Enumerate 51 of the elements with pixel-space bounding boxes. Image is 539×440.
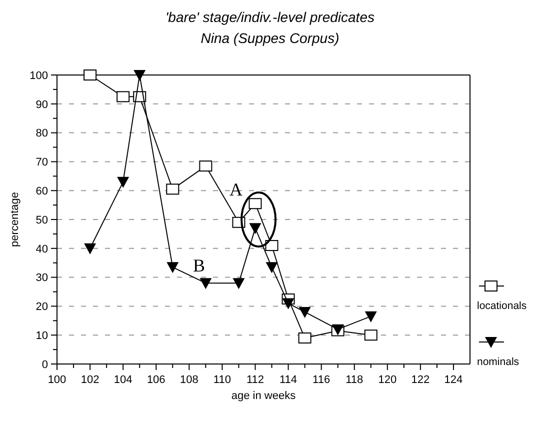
point bbox=[200, 278, 212, 290]
y-tick-label: 80 bbox=[36, 128, 48, 140]
annotation: B bbox=[192, 255, 206, 276]
point bbox=[166, 262, 179, 274]
point bbox=[298, 306, 311, 318]
point bbox=[248, 198, 262, 210]
y-tick-label: 0 bbox=[42, 358, 48, 371]
x-tick-label: 122 bbox=[411, 374, 430, 386]
y-tick-label: 90 bbox=[36, 98, 48, 111]
point bbox=[249, 223, 262, 234]
x-tick-label: 124 bbox=[444, 374, 463, 386]
point bbox=[84, 70, 97, 80]
y-tick-label: 100 bbox=[30, 70, 48, 82]
chart-subtitle: Nina (Suppes Corpus) bbox=[200, 30, 340, 46]
y-tick-label: 10 bbox=[36, 330, 48, 342]
x-tick-label: 120 bbox=[378, 374, 397, 386]
point bbox=[298, 332, 312, 344]
annotation: A bbox=[230, 179, 242, 200]
y-tick-label: 20 bbox=[36, 301, 48, 314]
x-tick-label: 102 bbox=[80, 374, 100, 386]
point bbox=[116, 91, 130, 102]
x-tick-label: 108 bbox=[180, 374, 198, 386]
y-axis-title: percentage bbox=[9, 192, 21, 248]
x-tick-label: 118 bbox=[346, 374, 364, 386]
chart-title: 'bare' stage/indiv.-level predicates bbox=[166, 9, 374, 25]
legend-label: nominals bbox=[477, 356, 520, 368]
x-axis-title: age in weeks bbox=[231, 390, 296, 402]
y-tick-label: 40 bbox=[36, 243, 48, 256]
point bbox=[282, 298, 294, 310]
x-tick-label: 106 bbox=[146, 374, 166, 386]
y-tick-label: 60 bbox=[36, 185, 48, 198]
x-tick-label: 112 bbox=[246, 374, 264, 386]
x-tick-label: 110 bbox=[213, 374, 231, 386]
x-tick-label: 114 bbox=[280, 374, 298, 386]
point bbox=[84, 243, 96, 254]
point bbox=[266, 262, 278, 274]
y-tick-label: 70 bbox=[36, 156, 48, 169]
legend-label: locationals bbox=[477, 300, 527, 312]
point bbox=[117, 176, 130, 188]
point bbox=[364, 311, 377, 322]
point bbox=[166, 184, 180, 195]
point bbox=[199, 160, 212, 172]
x-tick-label: 100 bbox=[48, 374, 66, 386]
y-tick-label: 50 bbox=[36, 214, 48, 226]
point bbox=[134, 70, 146, 81]
x-tick-label: 104 bbox=[114, 374, 132, 386]
point bbox=[232, 278, 245, 290]
point bbox=[364, 330, 378, 341]
point bbox=[265, 240, 278, 252]
y-tick-label: 30 bbox=[36, 272, 48, 284]
x-tick-label: 116 bbox=[312, 374, 330, 386]
